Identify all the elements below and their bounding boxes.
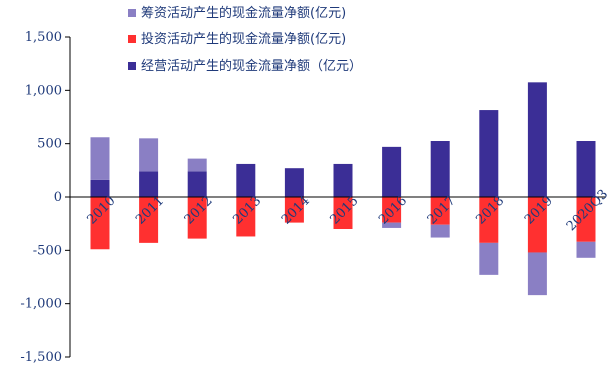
bar-operating-2018 [479, 110, 499, 197]
bar-financing-2017 [430, 224, 450, 238]
y-tick-label: 1,500 [25, 30, 62, 45]
bar-financing-2016 [382, 222, 402, 228]
bar-operating-2013 [236, 163, 256, 197]
bar-financing-2010 [90, 137, 110, 180]
bar-investing-2020Q3 [576, 197, 596, 242]
bar-operating-2017 [430, 141, 450, 197]
legend-swatch [128, 9, 136, 17]
bars-layer [90, 82, 596, 296]
bar-operating-2014 [284, 168, 304, 197]
bar-operating-2012 [187, 171, 207, 197]
legend-label: 投资活动产生的现金流量净额(亿元) [141, 31, 346, 47]
bar-investing-2018 [479, 197, 499, 243]
bar-financing-2020Q3 [576, 241, 596, 258]
bar-operating-2016 [382, 146, 402, 197]
bar-financing-2019 [527, 252, 547, 296]
legend: 筹资活动产生的现金流量净额(亿元) 投资活动产生的现金流量净额(亿元) 经营活动产生… [128, 5, 362, 74]
bar-operating-2019 [527, 82, 547, 197]
bar-investing-2013 [236, 197, 256, 237]
y-tick-label: -500 [33, 243, 62, 258]
bar-financing-2018 [479, 242, 499, 275]
bar-operating-2010 [90, 179, 110, 197]
bar-investing-2014 [284, 197, 304, 223]
y-tick-label: 500 [37, 137, 62, 152]
legend-swatch [128, 62, 136, 70]
bar-investing-2012 [187, 197, 207, 239]
bar-investing-2010 [90, 197, 110, 250]
legend-label: 经营活动产生的现金流量净额（亿元） [141, 58, 362, 74]
bar-investing-2011 [139, 197, 159, 243]
bar-operating-2015 [333, 163, 353, 197]
bar-investing-2017 [430, 197, 450, 225]
y-tick-label: -1,000 [20, 297, 62, 312]
bar-investing-2016 [382, 197, 402, 223]
legend-swatch [128, 35, 136, 43]
bar-operating-2020Q3 [576, 141, 596, 197]
bar-investing-2015 [333, 197, 353, 229]
y-tick-label: 0 [54, 190, 62, 205]
bar-financing-2012 [187, 158, 207, 172]
y-tick-label: -1,500 [20, 350, 62, 365]
bar-operating-2011 [139, 171, 159, 197]
bar-financing-2011 [139, 138, 159, 172]
bar-investing-2019 [527, 197, 547, 253]
y-tick-label: 1,000 [25, 83, 62, 98]
legend-label: 筹资活动产生的现金流量净额(亿元) [141, 5, 346, 21]
